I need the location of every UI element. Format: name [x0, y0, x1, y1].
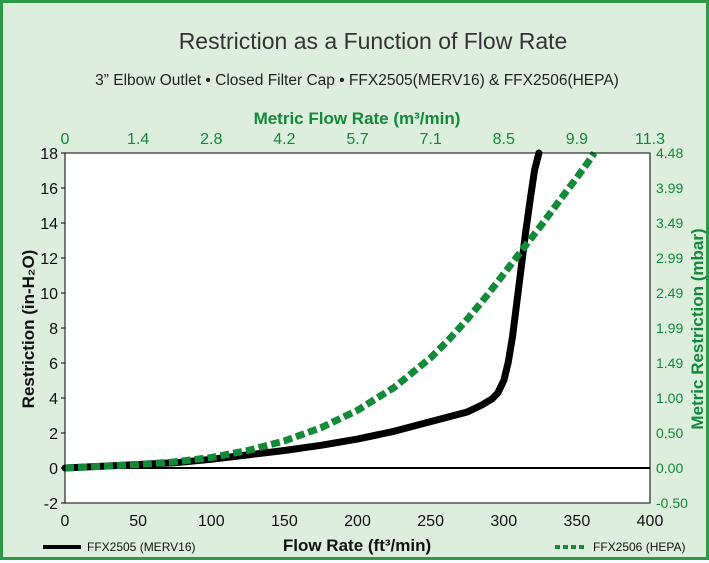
y2-tick-label: -0.50 — [656, 495, 688, 511]
x-tick-label: 350 — [564, 513, 591, 530]
legend-merv16: FFX2505 (MERV16) — [43, 540, 196, 554]
x-tick-label: 150 — [271, 513, 298, 530]
y2-tick-label: 3.99 — [656, 180, 683, 196]
y-tick-label: 8 — [49, 321, 58, 338]
chart-title: Restriction as a Function of Flow Rate — [179, 28, 568, 54]
y-tick-label: 0 — [49, 461, 58, 478]
x2-tick-label: 5.7 — [346, 131, 368, 148]
plot-border — [64, 152, 651, 504]
x2-tick-label: 7.1 — [420, 131, 442, 148]
x2-tick-label: 4.2 — [273, 131, 295, 148]
y-tick-label: 12 — [40, 251, 58, 268]
x2-tick-label: 9.9 — [566, 131, 588, 148]
x2-tick-labels: 0 1.4 2.8 4.2 5.7 7.1 8.5 9.9 11.3 — [61, 131, 666, 148]
y-tick-label: 18 — [40, 146, 58, 163]
x-tick-label: 200 — [344, 513, 371, 530]
y2-tick-label: 0.00 — [656, 460, 683, 476]
y-tick-label: 10 — [40, 286, 58, 303]
series-lines — [61, 149, 598, 472]
legend-hepa-label: FFX2506 (HEPA) — [593, 540, 685, 554]
y2-axis-title: Metric Restriction (mbar) — [688, 228, 707, 429]
y2-tick-label: 1.49 — [656, 355, 683, 371]
y-tick-label: 4 — [49, 391, 58, 408]
y-tick-label: 2 — [49, 426, 58, 443]
x2-tick-label: 11.3 — [635, 131, 665, 148]
chart-svg: Restriction as a Function of Flow Rate 3… — [19, 28, 707, 555]
x-tick-label: 100 — [198, 513, 225, 530]
y2-tick-label: 0.50 — [656, 425, 683, 441]
chart-subtitle: 3” Elbow Outlet • Closed Filter Cap • FF… — [95, 72, 619, 89]
legend-hepa: FFX2506 (HEPA) — [555, 540, 685, 554]
x2-tick-label: 8.5 — [493, 131, 515, 148]
x-tick-label: 300 — [490, 513, 517, 530]
plot-area — [65, 153, 650, 503]
series-line-merv16 — [61, 149, 543, 472]
y2-tick-label: 1.99 — [656, 320, 683, 336]
x-axis-title: Flow Rate (ft³/min) — [283, 536, 431, 555]
y2-tick-label: 2.49 — [656, 285, 683, 301]
y-tick-label: 14 — [40, 216, 58, 233]
x2-axis-title: Metric Flow Rate (m³/min) — [254, 109, 461, 128]
y-tick-label: 16 — [40, 181, 58, 198]
x2-tick-label: 0 — [61, 131, 70, 148]
series-line-hepa — [64, 151, 598, 472]
x-tick-label: 50 — [129, 513, 147, 530]
x-tick-label: 250 — [417, 513, 444, 530]
x2-tick-label: 1.4 — [127, 131, 149, 148]
y-tick-labels: -2 0 2 4 6 8 10 12 14 16 18 — [40, 146, 65, 513]
y-tick-label: 6 — [49, 356, 58, 373]
y2-tick-label: 2.99 — [656, 250, 683, 266]
x-tick-labels: 0 50 100 150 200 250 300 350 400 — [61, 498, 664, 530]
y2-tick-labels: -0.50 0.00 0.50 1.00 1.49 1.99 2.49 2.99 3.49 3.9… — [656, 145, 688, 511]
legend-merv16-label: FFX2505 (MERV16) — [87, 540, 196, 554]
y-tick-label: -2 — [44, 496, 58, 513]
y2-tick-label: 4.48 — [656, 145, 683, 161]
y-axis-title: Restriction (in-H₂O) — [19, 250, 38, 409]
x-tick-label: 400 — [637, 513, 664, 530]
x2-tick-label: 2.8 — [200, 131, 222, 148]
x-tick-label: 0 — [61, 513, 70, 530]
y2-tick-label: 1.00 — [656, 390, 683, 406]
y2-tick-label: 3.49 — [656, 215, 683, 231]
